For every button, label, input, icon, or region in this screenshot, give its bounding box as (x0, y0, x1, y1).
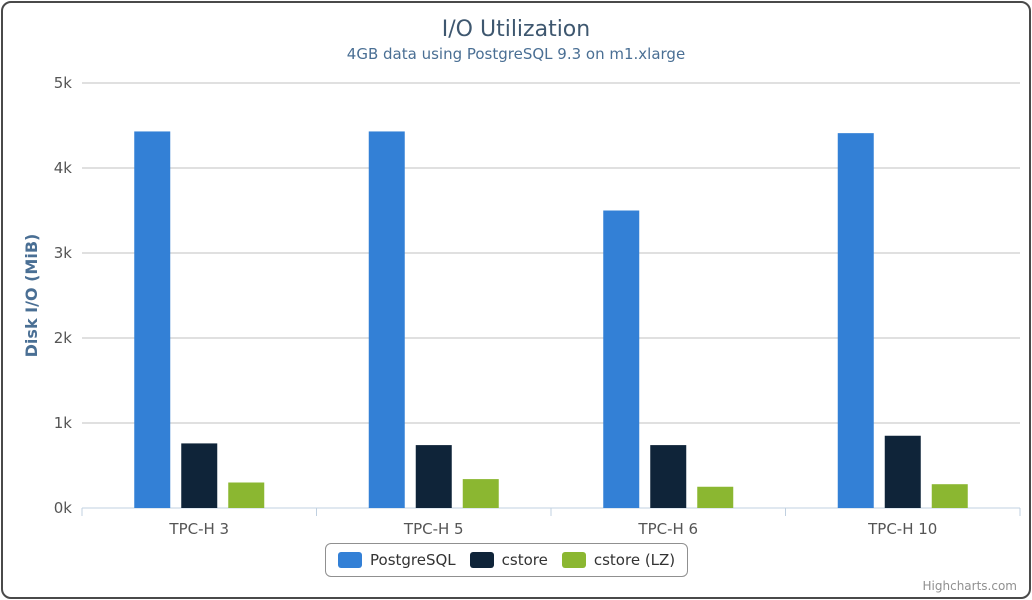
y-axis-title: Disk I/O (MiB) (22, 234, 41, 358)
y-tick-label: 1k (54, 414, 73, 432)
legend-label: cstore (LZ) (593, 551, 676, 569)
legend-label: PostgreSQL (370, 551, 456, 569)
y-tick-label: 5k (54, 74, 73, 92)
legend-item[interactable]: cstore (469, 551, 548, 569)
bar-cstore-lz-tpc-h-6[interactable] (697, 486, 734, 508)
y-tick-label: 2k (54, 329, 73, 347)
bar-cstore-lz-tpc-h-10[interactable] (931, 484, 968, 508)
y-tick-label: 4k (54, 159, 73, 177)
legend-swatch (338, 552, 362, 568)
bar-cstore-tpc-h-6[interactable] (650, 445, 687, 508)
x-tick-label: TPC-H 5 (403, 520, 464, 538)
x-tick-label: TPC-H 10 (867, 520, 937, 538)
legend-swatch (469, 552, 494, 568)
bar-cstore-lz-tpc-h-3[interactable] (228, 482, 265, 509)
bar-postgresql-tpc-h-3[interactable] (134, 131, 171, 508)
chart-title: I/O Utilization (441, 17, 591, 42)
bar-cstore-tpc-h-10[interactable] (884, 435, 921, 508)
legend: PostgreSQL cstore cstore (LZ) (325, 543, 689, 577)
bar-cstore-lz-tpc-h-5[interactable] (462, 479, 499, 508)
legend-item[interactable]: cstore (LZ) (561, 551, 676, 569)
legend-label: cstore (501, 551, 548, 569)
bar-postgresql-tpc-h-5[interactable] (368, 131, 405, 508)
legend-item[interactable]: PostgreSQL (338, 551, 456, 569)
y-tick-label: 0k (54, 499, 73, 517)
bar-postgresql-tpc-h-10[interactable] (837, 133, 874, 508)
bar-cstore-tpc-h-5[interactable] (415, 445, 452, 508)
y-tick-label: 3k (54, 244, 73, 262)
plot-area: 0k 1k 2k 3k 4k 5k Disk I/O (MiB) TPC-H 3 TPC-H 5… (22, 74, 1021, 538)
legend-swatch (561, 552, 586, 568)
chart-subtitle: 4GB data using PostgreSQL 9.3 on m1.xlar… (346, 45, 686, 63)
x-tick-label: TPC-H 3 (168, 520, 229, 538)
bar-cstore-tpc-h-3[interactable] (181, 443, 218, 508)
x-tick-label: TPC-H 6 (637, 520, 698, 538)
bar-postgresql-tpc-h-6[interactable] (603, 210, 640, 509)
credits-link[interactable]: Highcharts.com (922, 579, 1017, 593)
